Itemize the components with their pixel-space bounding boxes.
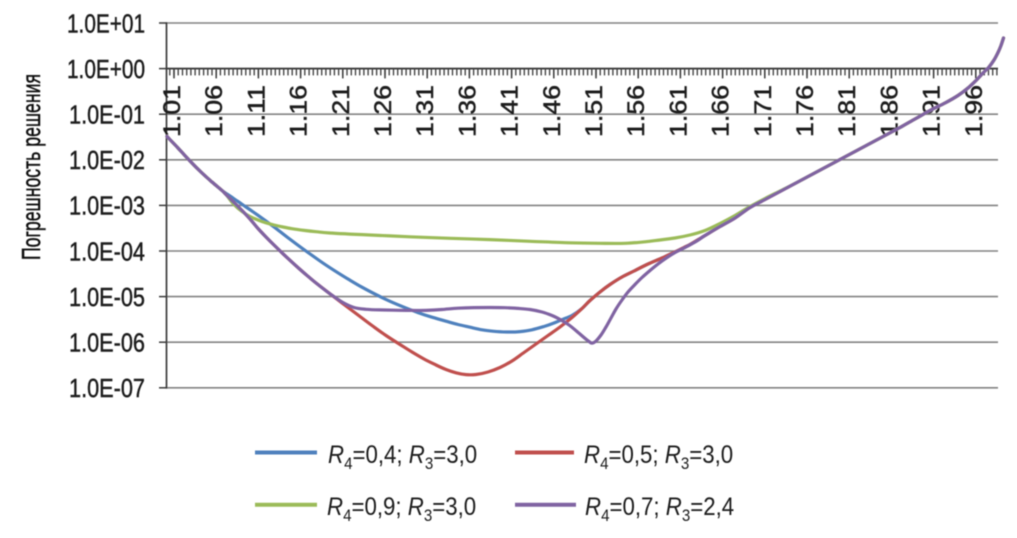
svg-text:R4=0,4; R3=3,0: R4=0,4; R3=3,0: [328, 442, 477, 473]
svg-text:1.31: 1.31: [412, 85, 439, 137]
svg-text:R4=0,5; R3=3,0: R4=0,5; R3=3,0: [584, 442, 733, 473]
svg-text:1.0E-02: 1.0E-02: [69, 145, 145, 175]
svg-text:1.41: 1.41: [497, 85, 524, 137]
svg-text:1.11: 1.11: [243, 85, 270, 137]
svg-text:1.21: 1.21: [328, 85, 355, 137]
svg-text:1.71: 1.71: [750, 85, 777, 137]
svg-text:1.96: 1.96: [961, 85, 988, 137]
svg-text:1.61: 1.61: [665, 85, 692, 137]
svg-text:1.51: 1.51: [581, 85, 608, 137]
svg-text:Погрешность решения: Погрешность решения: [16, 74, 46, 260]
svg-text:1.0E-04: 1.0E-04: [69, 236, 145, 266]
svg-text:1.0E-06: 1.0E-06: [69, 328, 145, 358]
svg-text:1.0E-03: 1.0E-03: [69, 191, 145, 221]
svg-text:1.26: 1.26: [370, 85, 397, 137]
svg-text:1.66: 1.66: [708, 85, 735, 137]
svg-text:1.56: 1.56: [623, 85, 650, 137]
svg-text:1.16: 1.16: [286, 85, 313, 137]
svg-text:R4=0,7; R3=2,4: R4=0,7; R3=2,4: [585, 494, 734, 525]
svg-text:1.0E-07: 1.0E-07: [69, 373, 145, 403]
svg-text:1.0E-01: 1.0E-01: [69, 100, 145, 130]
svg-text:1.0E+00: 1.0E+00: [67, 54, 145, 84]
svg-text:R4=0,9; R3=3,0: R4=0,9; R3=3,0: [327, 494, 476, 525]
svg-text:1.76: 1.76: [792, 85, 819, 137]
svg-text:1.36: 1.36: [454, 85, 481, 137]
svg-text:1.06: 1.06: [201, 85, 228, 137]
svg-text:1.0E-05: 1.0E-05: [69, 282, 145, 312]
svg-text:1.0E+01: 1.0E+01: [67, 8, 145, 38]
svg-text:1.46: 1.46: [539, 85, 566, 137]
svg-text:1.01: 1.01: [159, 85, 186, 137]
svg-text:1.81: 1.81: [834, 85, 861, 137]
